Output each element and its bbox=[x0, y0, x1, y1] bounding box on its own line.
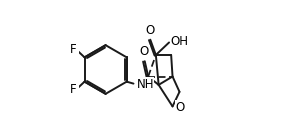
Text: O: O bbox=[140, 45, 149, 58]
Text: F: F bbox=[70, 83, 76, 96]
Text: O: O bbox=[145, 24, 155, 37]
Text: NH: NH bbox=[136, 78, 154, 91]
Text: O: O bbox=[175, 101, 185, 114]
Text: F: F bbox=[70, 43, 76, 56]
Text: OH: OH bbox=[170, 35, 188, 48]
